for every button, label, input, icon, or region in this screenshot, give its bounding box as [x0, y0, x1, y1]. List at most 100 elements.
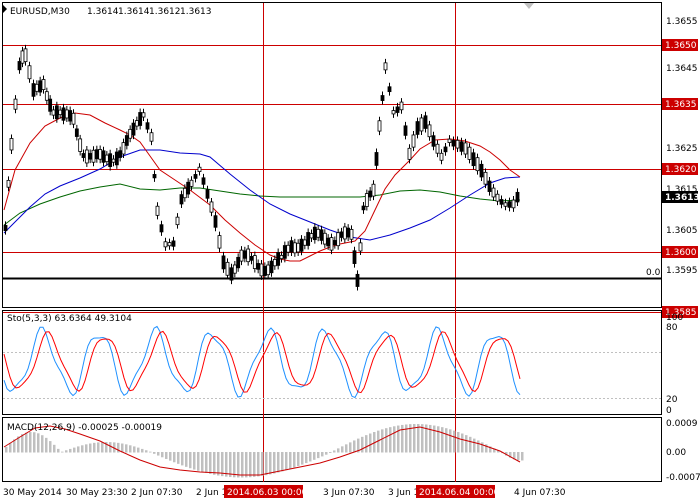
macd-bar	[5, 446, 8, 453]
candle-body	[499, 199, 504, 205]
candle-body	[296, 242, 301, 253]
macd-bar	[173, 452, 176, 463]
stochastic-tick: 100	[666, 313, 683, 323]
macd-panel[interactable]: MACD(12,26,9) -0.00025 -0.00019 0.0009 0…	[3, 419, 700, 483]
candle-body	[108, 153, 113, 167]
macd-bar	[197, 452, 200, 471]
macd-bar	[333, 450, 336, 453]
macd-bar	[177, 452, 180, 464]
macd-bar	[293, 452, 296, 468]
macd-bar	[397, 425, 400, 453]
candle-body	[94, 149, 99, 160]
level-label: 1.3585	[665, 308, 697, 318]
candle-body	[167, 242, 172, 247]
candle-body	[249, 256, 254, 261]
candle-body	[149, 132, 154, 142]
macd-bar	[481, 442, 484, 453]
candle-body	[101, 150, 106, 163]
chart-header-close: 1.3613	[180, 7, 212, 17]
candle-body	[171, 240, 176, 247]
chart-shift-marker-icon[interactable]	[524, 3, 534, 9]
macd-bar	[81, 445, 84, 453]
chart-header-low: 1.3612	[149, 7, 181, 17]
candle-body	[495, 193, 500, 202]
chart-header-high: 1.3614	[118, 7, 150, 17]
macd-bar	[341, 446, 344, 453]
macd-bar	[441, 427, 444, 453]
candle-body	[13, 98, 18, 110]
horizontal-levels[interactable]	[3, 45, 661, 313]
macd-bar	[365, 435, 368, 453]
time-label: 2 Jun 1	[196, 488, 227, 498]
macd-bar	[345, 444, 348, 453]
candle-body	[395, 106, 400, 113]
candle-body	[299, 238, 304, 252]
stochastic-main-line	[3, 325, 521, 399]
candle-body	[186, 181, 191, 195]
macd-bar	[89, 443, 92, 453]
price-tick: 1.3655	[666, 17, 698, 27]
candle-body	[427, 124, 432, 138]
candle-body	[225, 261, 230, 276]
macd-bar	[521, 452, 524, 461]
candle-body	[316, 228, 321, 238]
macd-bar	[57, 448, 60, 453]
macd-bar	[153, 452, 156, 454]
stochastic-panel[interactable]: Sto(5,3,3) 63.6364 49.3104 100 80 20 0	[3, 313, 683, 416]
candle-body	[491, 187, 496, 198]
candle-body	[431, 135, 436, 147]
macd-bar	[301, 452, 304, 465]
candlesticks[interactable]	[3, 44, 520, 291]
candle-body	[201, 177, 206, 185]
candle-body	[282, 245, 287, 259]
macd-bar	[41, 435, 44, 453]
macd-bar	[281, 452, 284, 472]
macd-bar	[161, 452, 164, 458]
candle-body	[252, 255, 257, 269]
candle-body	[131, 122, 136, 136]
candle-body	[289, 240, 294, 253]
candle-body	[455, 139, 460, 149]
candle-body	[197, 166, 202, 172]
macd-bar	[469, 436, 472, 453]
macd-bar	[417, 424, 420, 453]
macd-bar	[445, 428, 448, 453]
candle-body	[266, 264, 271, 276]
time-axis: 30 May 2014 30 May 23:30 2 Jun 07:30 2 J…	[3, 485, 566, 498]
current-price-label: 1.3613	[665, 193, 700, 203]
candle-body	[209, 201, 214, 213]
time-label: 3 Jun 1	[388, 488, 419, 498]
candle-body	[141, 112, 146, 118]
macd-bar	[169, 452, 172, 461]
candle-body	[78, 138, 83, 152]
macd-bar	[201, 452, 204, 472]
macd-bar	[393, 426, 396, 453]
macd-bar	[37, 433, 40, 453]
candle-body	[439, 152, 444, 161]
macd-bar	[497, 450, 500, 453]
candle-body	[383, 62, 388, 71]
candle-body	[358, 242, 363, 252]
candle-body	[91, 149, 96, 163]
macd-bar	[213, 452, 216, 475]
macd-bar	[413, 424, 416, 453]
candle-body	[342, 226, 347, 240]
candle-body	[81, 153, 86, 158]
candle-body	[6, 179, 11, 188]
candle-body	[9, 138, 14, 151]
macd-bar	[165, 452, 168, 459]
zero-label: 0.0	[646, 268, 661, 278]
candle-body	[399, 101, 404, 111]
macd-bar	[209, 452, 212, 474]
time-highlight-box	[224, 485, 303, 498]
candle-body	[374, 152, 379, 166]
candle-body	[23, 48, 28, 63]
candle-body	[242, 250, 247, 259]
candle-body	[236, 256, 241, 269]
macd-bar	[349, 442, 352, 453]
macd-bar	[253, 452, 256, 477]
candle-body	[54, 105, 59, 120]
period-separators	[263, 3, 456, 482]
macd-bar	[473, 438, 476, 453]
